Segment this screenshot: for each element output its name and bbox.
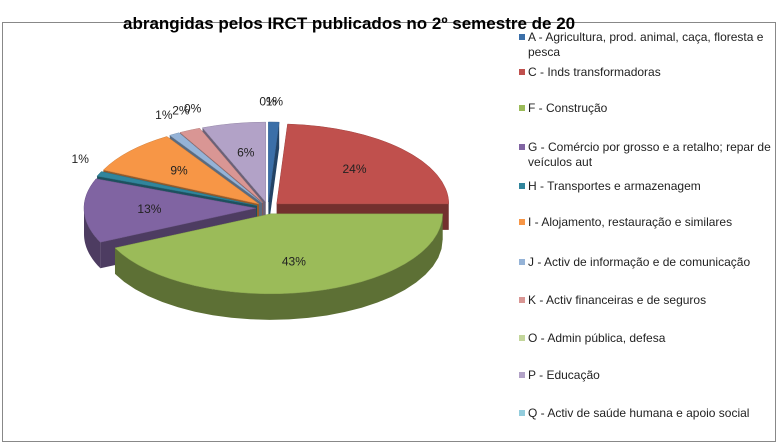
legend-swatch xyxy=(519,335,525,341)
slice xyxy=(96,171,258,206)
legend-swatch xyxy=(519,69,525,75)
legend-label: I - Alojamento, restauração e similares xyxy=(528,215,733,229)
legend-item: J - Activ de informação e de comunicação xyxy=(519,255,773,270)
slice xyxy=(102,136,260,205)
data-label: 13% xyxy=(137,202,161,216)
data-label: 1% xyxy=(155,108,173,122)
legend-swatch xyxy=(519,144,525,150)
data-label: 1% xyxy=(72,152,90,166)
legend-label: H - Transportes e armazenagem xyxy=(528,179,701,193)
data-label: 1% xyxy=(266,95,284,109)
pie-chart: 1%24%43%13%1%9%1% 2%0%6%0% xyxy=(72,95,449,320)
legend-swatch xyxy=(519,372,525,378)
data-label: 24% xyxy=(342,162,366,176)
legend-swatch xyxy=(519,105,525,111)
legend-label: F - Construção xyxy=(528,101,608,115)
legend-swatch xyxy=(519,183,525,189)
slice xyxy=(276,123,449,205)
legend-item: G - Comércio por grosso e a retalho; rep… xyxy=(519,140,773,170)
legend-swatch xyxy=(519,297,525,303)
slice xyxy=(114,213,443,295)
slice-wall xyxy=(268,122,280,229)
slice-tops xyxy=(83,121,449,295)
legend-label: K - Activ financeiras e de seguros xyxy=(528,293,707,307)
legend-label: A - Agricultura, prod. animal, caça, flo… xyxy=(528,30,764,59)
legend-item: O - Admin pública, defesa xyxy=(519,331,773,346)
slice xyxy=(201,121,267,203)
legend-item: C - Inds transformadoras xyxy=(519,65,773,80)
legend-item: P - Educação xyxy=(519,368,773,383)
slice xyxy=(83,178,257,243)
slice-side xyxy=(84,208,101,269)
chart-title: abrangidas pelos IRCT publicados no 2º s… xyxy=(123,14,576,33)
legend-label: P - Educação xyxy=(528,368,600,382)
legend-label: Q - Activ de saúde humana e apoio social xyxy=(528,406,750,420)
slice xyxy=(268,121,280,203)
data-label: 0% xyxy=(259,95,277,109)
legend-item: H - Transportes e armazenagem xyxy=(519,179,773,194)
slice-side xyxy=(114,213,443,320)
legend-swatch xyxy=(519,34,525,40)
data-label: 0% xyxy=(184,101,202,115)
data-label: 2% xyxy=(172,104,190,118)
data-label: 43% xyxy=(282,254,306,268)
data-label: 9% xyxy=(170,163,188,177)
page: {"chart_data": {"type": "pie", "title": … xyxy=(2,14,776,442)
legend-item: A - Agricultura, prod. animal, caça, flo… xyxy=(519,30,773,60)
legend-label: C - Inds transformadoras xyxy=(528,65,661,79)
legend-swatch xyxy=(519,219,525,225)
legend-item: I - Alojamento, restauração e similares xyxy=(519,215,773,230)
legend-label: O - Admin pública, defesa xyxy=(528,331,666,345)
legend-item: F - Construção xyxy=(519,101,773,116)
legend-item: Q - Activ de saúde humana e apoio social xyxy=(519,406,773,421)
legend-label: G - Comércio por grosso e a retalho; rep… xyxy=(528,140,771,169)
legend-label: J - Activ de informação e de comunicação xyxy=(528,255,751,269)
slice xyxy=(169,132,263,204)
data-label: 6% xyxy=(237,146,255,160)
slice xyxy=(179,127,264,203)
legend-swatch xyxy=(519,410,525,416)
legend-swatch xyxy=(519,259,525,265)
legend-item: K - Activ financeiras e de seguros xyxy=(519,293,773,308)
